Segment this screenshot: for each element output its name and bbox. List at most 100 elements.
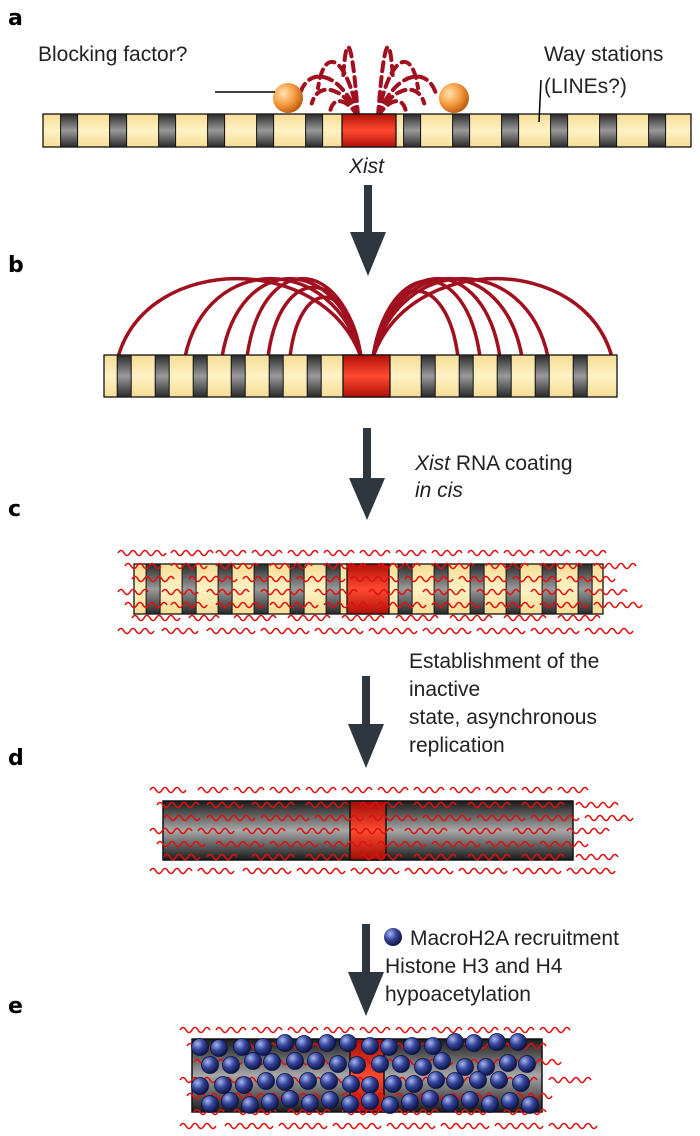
xist-rna-squiggle [149, 867, 193, 875]
xist-rna-transcripts [297, 45, 439, 118]
xist-rna-squiggle [404, 575, 454, 583]
xist-rna-squiggle [224, 1122, 274, 1130]
macroh2a-sphere-icon [321, 1091, 339, 1109]
xist-rna-squiggle [323, 549, 355, 557]
xist-rna-squiggle [539, 549, 571, 557]
dark-band [599, 113, 618, 148]
xist-rna-strand [376, 99, 408, 118]
xist-rna-squiggle [323, 562, 367, 570]
xist-rna-squiggle [368, 588, 412, 596]
dark-band [496, 354, 512, 398]
xist-rna-squiggle [163, 814, 201, 822]
xist-rna-squiggle [206, 588, 250, 596]
xist-rna-arc [116, 276, 363, 358]
xist-rna-squiggle [512, 575, 562, 583]
way-station-pointer [538, 79, 542, 123]
xist-rna-squiggle [431, 601, 481, 609]
xist-rna-squiggle [458, 827, 502, 835]
macroh2a-sphere-icon [261, 1093, 279, 1111]
xist-rna-squiggle [269, 840, 319, 848]
step-cd-line3: state, asynchronous [409, 706, 597, 729]
dark-band [433, 563, 449, 615]
xist-rna-squiggle [458, 575, 508, 583]
macroh2a-sphere-icon [392, 1055, 410, 1073]
macroh2a-sphere-icon [371, 1055, 389, 1073]
xist-rna-squiggle [431, 1026, 463, 1034]
xist-rna-strand [376, 59, 420, 118]
xist-rna-squiggle [566, 575, 616, 583]
xist-rna-squiggle [467, 853, 511, 861]
dark-band [158, 113, 177, 148]
panel-a: Blocking factor? Way stations (LINEs?) X… [38, 43, 692, 178]
dark-band [253, 563, 269, 615]
xist-rna-strand [376, 45, 395, 118]
dark-band [256, 113, 275, 148]
xist-rna-squiggle [161, 588, 199, 596]
xist-rna-squiggle [149, 786, 187, 794]
xist-rna-squiggle [458, 867, 508, 875]
macroh2a-sphere-icon [361, 1076, 379, 1094]
xist-rna-strand [341, 45, 360, 118]
macroh2a-sphere-icon [424, 1037, 442, 1055]
xist-rna-squiggle [377, 601, 427, 609]
xist-rna-squiggle [485, 601, 535, 609]
macroh2a-sphere-icon [254, 1038, 272, 1056]
xist-locus [342, 354, 391, 398]
macroh2a-sphere-icon [477, 1058, 495, 1076]
xist-rna-squiggle [197, 786, 229, 794]
xist-rna-squiggle [314, 627, 364, 635]
xist-rna-squiggle [548, 1076, 592, 1084]
dark-band [230, 354, 246, 398]
panel-label-c: c [8, 497, 21, 522]
xist-rna-squiggle [377, 562, 421, 570]
xist-rna-squiggle [197, 867, 235, 875]
xist-rna-squiggle [350, 575, 400, 583]
xist-rna-squiggle [395, 1108, 439, 1116]
xist-rna-squiggle [269, 562, 313, 570]
macroh2a-sphere-icon [348, 1056, 366, 1074]
xist-rna-squiggle [530, 627, 580, 635]
xist-rna-squiggle [485, 840, 535, 848]
xist-rna-squiggle [485, 562, 529, 570]
way-stations-label: Way stations [544, 43, 663, 66]
xist-rna-squiggle [124, 562, 162, 570]
macroh2a-sphere-icon [342, 1075, 360, 1093]
xist-rna-squiggle [359, 1026, 391, 1034]
xist-rna-squiggle [494, 1122, 544, 1130]
macroh2a-sphere-icon [329, 1055, 347, 1073]
xist-rna-squiggle [593, 601, 643, 609]
macroh2a-sphere-icon [490, 1071, 508, 1089]
macroh2a-sphere-icon [414, 1058, 432, 1076]
macroh2a-sphere-icon [276, 1073, 294, 1091]
xist-rna-arc [183, 277, 363, 358]
xist-rna-squiggle [117, 627, 155, 635]
xist-locus [341, 113, 397, 148]
xist-rna-squiggle [449, 1108, 493, 1116]
dark-band [452, 113, 471, 148]
chromosome-a [42, 113, 692, 148]
macroh2a-sphere-icon [401, 1093, 419, 1111]
macroh2a-sphere-icon [501, 1092, 519, 1110]
dark-band [534, 354, 550, 398]
xist-rna-squiggle [251, 549, 283, 557]
chromosome-b [103, 354, 618, 398]
xist-rna-squiggle [323, 601, 373, 609]
blocking-factor-sphere-icon [439, 83, 469, 113]
dark-band [268, 354, 284, 398]
macroh2a-sphere-icon [405, 1075, 423, 1093]
xist-rna-squiggle [163, 853, 201, 861]
macroh2a-sphere-icon [201, 1056, 219, 1074]
xist-rna-squiggle [404, 827, 448, 835]
step-bc-rna-coating: RNA coating [450, 452, 573, 475]
dark-band [403, 113, 422, 148]
macroh2a-sphere-icon [286, 1052, 304, 1070]
step-bc-line2: in cis [415, 479, 463, 502]
macroh2a-sphere-icon [481, 1095, 499, 1113]
xist-rna-squiggle [269, 786, 301, 794]
down-arrow-icon [348, 676, 384, 768]
macroh2a-sphere-icon [339, 1034, 357, 1052]
xist-rna-squiggle [539, 562, 583, 570]
dark-band [154, 354, 170, 398]
xist-rna-squiggle [395, 549, 427, 557]
dark-band [648, 113, 667, 148]
